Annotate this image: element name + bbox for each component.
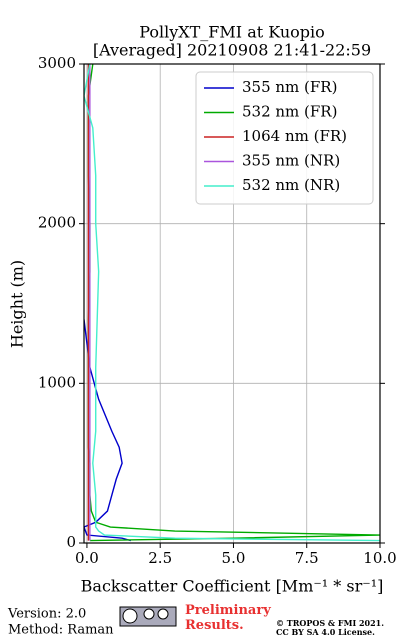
y-axis-label: Height (m) (8, 260, 27, 348)
legend-label: 355 nm (FR) (242, 78, 337, 96)
legend-label: 1064 nm (FR) (242, 127, 347, 145)
profile-line (84, 64, 380, 542)
legend-label: 355 nm (NR) (242, 152, 340, 170)
legend-label: 532 nm (FR) (242, 103, 337, 121)
notice: Preliminary Results. (185, 603, 275, 633)
license: CC BY SA 4.0 License. (276, 627, 375, 637)
legend-label: 532 nm (NR) (242, 176, 340, 194)
chart-title: PollyXT_FMI at Kuopio (139, 23, 325, 42)
y-tick-label: 3000 (38, 54, 76, 72)
y-tick-label: 0 (66, 533, 76, 551)
notice-line: Results. (185, 618, 244, 633)
x-axis-label: Backscatter Coefficient [Mm⁻¹ * sr⁻¹] (81, 577, 384, 596)
cc-icon (119, 606, 177, 627)
x-tick-label: 2.5 (148, 549, 172, 567)
version: Version: 2.0 (7, 607, 86, 622)
profile-line (84, 319, 132, 542)
notice-line: Preliminary (185, 603, 271, 618)
x-tick-label: 5.0 (222, 549, 246, 567)
x-tick-label: 0.0 (75, 549, 99, 567)
method: Method: Raman (8, 623, 114, 638)
plot-frame (83, 63, 381, 544)
y-tick-label: 1000 (38, 373, 76, 391)
x-tick-label: 10.0 (363, 549, 396, 567)
chart-subtitle: [Averaged] 20210908 21:41-22:59 (93, 41, 371, 60)
x-tick-label: 7.5 (295, 549, 319, 567)
legend-box (195, 71, 374, 205)
y-tick-label: 2000 (38, 214, 76, 232)
copyright: © TROPOS & FMI 2021. (276, 618, 384, 628)
